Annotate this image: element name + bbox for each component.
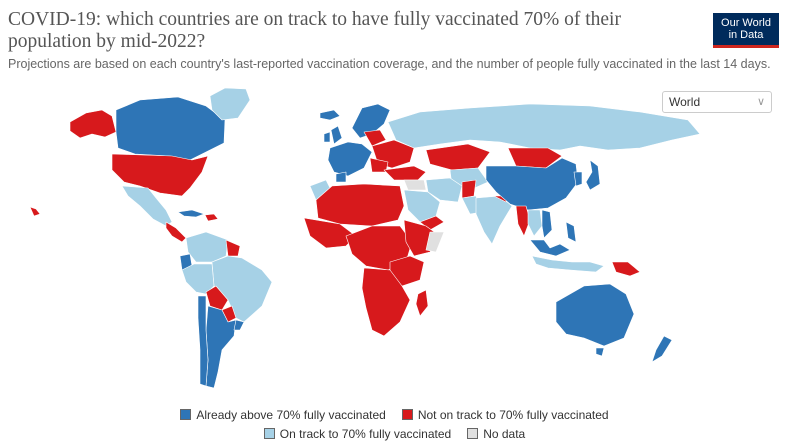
- legend-label-not-on-track: Not on track to 70% fully vaccinated: [417, 407, 609, 422]
- country-russia[interactable]: [387, 103, 701, 151]
- country-png[interactable]: [611, 261, 641, 277]
- country-usa[interactable]: [111, 153, 209, 197]
- legend-row-2: On track to 70% fully vaccinated No data: [0, 424, 789, 443]
- legend-label-on-track: On track to 70% fully vaccinated: [279, 426, 452, 441]
- chevron-down-icon: ∨: [756, 96, 765, 108]
- legend-swatch-on-track: [263, 428, 275, 439]
- country-new-zealand[interactable]: [651, 335, 673, 363]
- country-alaska[interactable]: [69, 109, 117, 139]
- country-indonesia[interactable]: [531, 255, 605, 273]
- country-scandinavia[interactable]: [351, 103, 391, 139]
- country-mongolia[interactable]: [507, 147, 563, 169]
- country-guyana[interactable]: [225, 239, 241, 257]
- country-malaysia[interactable]: [529, 239, 571, 257]
- country-peru[interactable]: [181, 263, 215, 295]
- legend-label-no-data: No data: [483, 426, 526, 441]
- chart-title: COVID-19: which countries are on track t…: [8, 9, 621, 52]
- country-bolivia[interactable]: [205, 285, 229, 311]
- country-kazakhstan[interactable]: [425, 143, 491, 171]
- legend-swatch-above: [180, 409, 192, 420]
- country-uk[interactable]: [330, 125, 343, 145]
- logo-line-1: Our World: [721, 17, 771, 29]
- country-iceland[interactable]: [319, 109, 341, 121]
- country-greenland[interactable]: [209, 87, 251, 121]
- country-somalia[interactable]: [425, 231, 445, 253]
- legend-item-not-on-track[interactable]: Not on track to 70% fully vaccinated: [401, 407, 609, 422]
- country-poland[interactable]: [363, 129, 387, 147]
- country-vietnam[interactable]: [541, 209, 553, 239]
- country-hispaniola[interactable]: [204, 213, 219, 222]
- country-tasmania[interactable]: [595, 347, 605, 357]
- country-turkey[interactable]: [383, 165, 427, 181]
- country-philippines[interactable]: [565, 221, 577, 243]
- region-select-value: World: [669, 95, 701, 109]
- country-india[interactable]: [475, 195, 513, 245]
- legend-label-above: Already above 70% fully vaccinated: [196, 407, 386, 422]
- country-west-africa[interactable]: [303, 217, 357, 249]
- logo-line-2: in Data: [728, 29, 764, 41]
- legend-item-above[interactable]: Already above 70% fully vaccinated: [180, 407, 386, 422]
- country-madagascar[interactable]: [415, 289, 429, 317]
- country-china[interactable]: [485, 157, 579, 211]
- chart-subtitle: Projections are based on each country's …: [8, 57, 771, 71]
- legend-swatch-no-data: [467, 428, 479, 439]
- country-thailand[interactable]: [527, 209, 543, 237]
- country-myanmar[interactable]: [515, 205, 531, 237]
- legend-swatch-not-on-track: [401, 409, 413, 420]
- country-cuba[interactable]: [177, 209, 205, 218]
- country-central-america[interactable]: [165, 221, 187, 243]
- legend-row-1: Already above 70% fully vaccinated Not o…: [0, 405, 789, 424]
- country-syria-iraq[interactable]: [403, 179, 427, 191]
- country-canada[interactable]: [115, 96, 226, 161]
- country-australia[interactable]: [555, 283, 635, 347]
- country-chile[interactable]: [197, 295, 209, 387]
- country-korea[interactable]: [573, 171, 583, 187]
- country-colombia-venezuela[interactable]: [185, 231, 229, 263]
- legend-item-no-data[interactable]: No data: [467, 427, 525, 441]
- country-afghanistan[interactable]: [461, 179, 477, 199]
- legend-item-on-track[interactable]: On track to 70% fully vaccinated: [263, 426, 452, 441]
- country-uruguay[interactable]: [233, 319, 245, 331]
- country-north-africa[interactable]: [315, 183, 405, 227]
- legend: Already above 70% fully vaccinated Not o…: [0, 405, 789, 443]
- countries: [29, 87, 701, 389]
- country-ireland[interactable]: [323, 131, 331, 143]
- country-southern-africa[interactable]: [361, 267, 411, 337]
- owid-logo[interactable]: Our World in Data: [713, 13, 779, 48]
- region-select[interactable]: World ∨: [662, 91, 772, 113]
- country-hawaii[interactable]: [29, 206, 41, 217]
- country-morocco-alt[interactable]: [335, 171, 347, 183]
- country-western-europe[interactable]: [327, 141, 373, 177]
- country-japan[interactable]: [585, 159, 601, 191]
